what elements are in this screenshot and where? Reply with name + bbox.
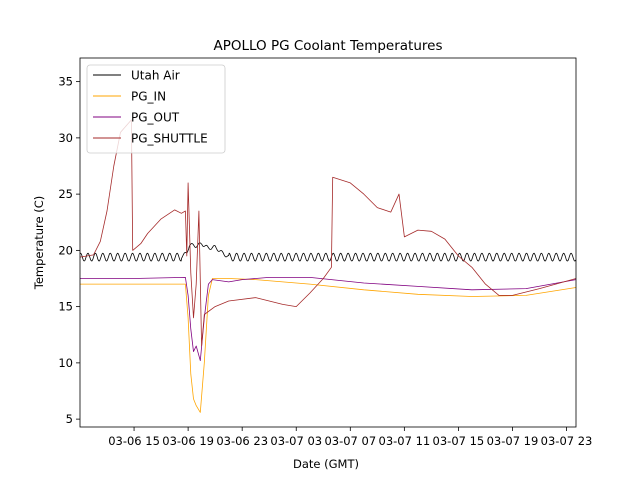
x-tick-label: 03-07 07	[324, 434, 376, 448]
legend-label: PG_SHUTTLE	[131, 132, 208, 146]
legend-label: PG_IN	[131, 90, 166, 104]
series-line-pg-shuttle	[79, 119, 577, 347]
plot-frame	[79, 57, 577, 428]
y-tick-label: 15	[58, 300, 73, 314]
series-line-pg-out	[80, 277, 577, 361]
x-tick-label: 03-07 15	[433, 434, 485, 448]
x-tick-label: 03-07 11	[379, 434, 431, 448]
x-tick-label: 03-07 23	[541, 434, 593, 448]
y-tick-label: 10	[58, 356, 73, 370]
series-line-pg-in	[80, 278, 577, 413]
x-tick-label: 03-07 03	[270, 434, 322, 448]
x-tick-label: 03-06 15	[108, 434, 160, 448]
legend: Utah Air PG_IN PG_OUT PG_SHUTTLE	[86, 64, 226, 154]
legend-label: PG_OUT	[131, 111, 180, 125]
y-axis-label: Temperature (C)	[32, 196, 46, 291]
chart-title: APOLLO PG Coolant Temperatures	[213, 38, 442, 54]
y-tick-label: 30	[58, 131, 73, 145]
series-line-utah-air	[79, 242, 577, 262]
legend-label: Utah Air	[131, 69, 180, 83]
y-tick-label: 5	[66, 412, 73, 426]
y-axis: 5 10 15 20 25 30 35	[58, 75, 80, 426]
y-tick-label: 35	[58, 75, 73, 89]
x-axis-label: Date (GMT)	[293, 457, 359, 471]
y-tick-label: 20	[58, 243, 73, 257]
series-layer	[79, 119, 577, 413]
y-tick-label: 25	[58, 187, 73, 201]
legend-box	[86, 64, 226, 154]
x-tick-label: 03-06 19	[162, 434, 214, 448]
x-axis: 03-06 15 03-06 19 03-06 23 03-07 03 03-07 07…	[108, 427, 592, 448]
x-tick-label: 03-07 19	[487, 434, 539, 448]
x-tick-label: 03-06 23	[216, 434, 268, 448]
